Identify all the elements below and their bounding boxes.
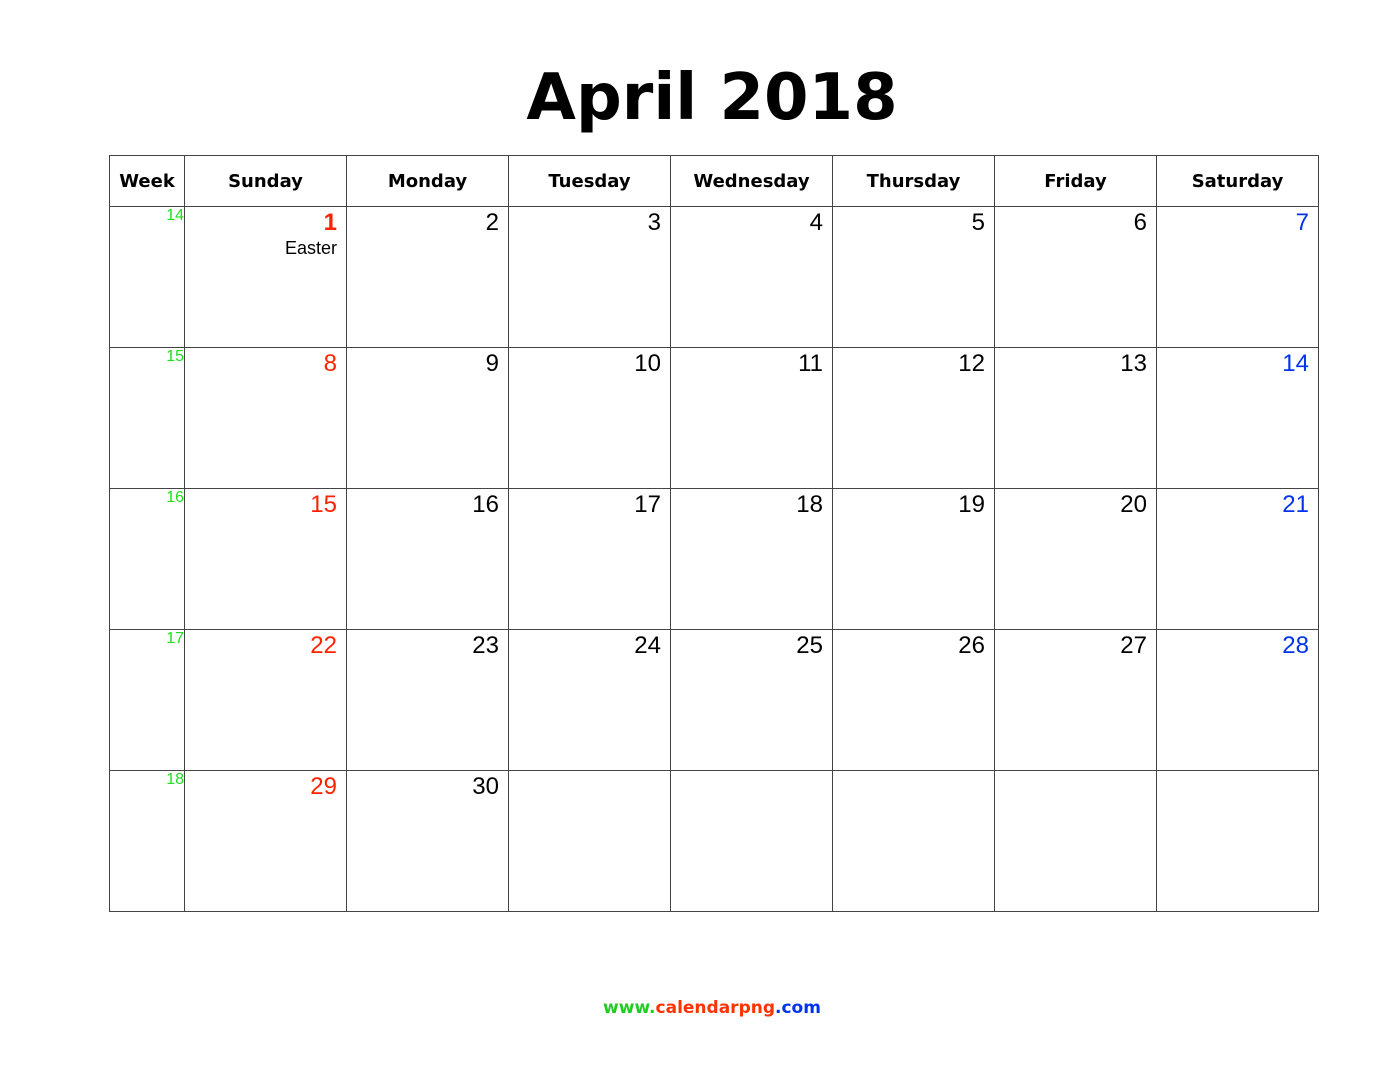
day-cell <box>994 770 1157 912</box>
day-cell: 17 <box>508 488 671 630</box>
day-number: 4 <box>809 209 823 236</box>
day-number: 5 <box>971 209 985 236</box>
day-number: 25 <box>796 632 823 659</box>
day-number <box>995 771 1156 773</box>
week-number: 15 <box>109 347 185 489</box>
footer-tld: .com <box>775 998 821 1018</box>
day-number: 9 <box>485 350 499 377</box>
holiday-label: Easter <box>284 238 337 258</box>
weekday-header-thursday: Thursday <box>832 155 995 207</box>
day-number <box>509 771 670 773</box>
day-cell <box>1156 770 1319 912</box>
day-cell: 13 <box>994 347 1157 489</box>
day-cell: 29 <box>184 770 347 912</box>
day-cell: 18 <box>670 488 833 630</box>
day-number: 7 <box>1295 209 1309 236</box>
day-cell: 23 <box>346 629 509 771</box>
day-cell: 1 Easter <box>184 206 347 348</box>
day-number: 13 <box>1120 350 1147 377</box>
day-cell: 19 <box>832 488 995 630</box>
week-number: 16 <box>109 488 185 630</box>
day-number: 6 <box>1133 209 1147 236</box>
day-number: 14 <box>1282 350 1309 377</box>
day-number <box>1157 771 1318 773</box>
weekday-header-monday: Monday <box>346 155 509 207</box>
weekday-header-wednesday: Wednesday <box>670 155 833 207</box>
day-cell: 7 <box>1156 206 1319 348</box>
day-number: 26 <box>958 632 985 659</box>
day-number: 20 <box>1120 491 1147 518</box>
week-row: 16 15 16 17 18 19 20 21 <box>109 488 1319 630</box>
footer-site-name: calendarpng <box>655 998 776 1018</box>
day-cell: 30 <box>346 770 509 912</box>
day-number: 2 <box>485 209 499 236</box>
day-number: 19 <box>958 491 985 518</box>
day-number: 23 <box>472 632 499 659</box>
week-row: 17 22 23 24 25 26 27 28 <box>109 629 1319 771</box>
day-number <box>671 771 832 773</box>
day-cell: 25 <box>670 629 833 771</box>
day-cell: 3 <box>508 206 671 348</box>
day-number: 11 <box>798 350 823 377</box>
day-cell: 24 <box>508 629 671 771</box>
weekday-header-saturday: Saturday <box>1156 155 1319 207</box>
day-cell: 5 <box>832 206 995 348</box>
day-number: 16 <box>472 491 499 518</box>
week-number: 18 <box>109 770 185 912</box>
calendar-grid: Week Sunday Monday Tuesday Wednesday Thu… <box>109 155 1319 912</box>
website-link[interactable]: www.calendarpng.com <box>0 997 1400 1019</box>
day-number: 3 <box>647 209 661 236</box>
day-cell: 27 <box>994 629 1157 771</box>
day-number: 1 <box>323 209 337 236</box>
week-number: 14 <box>109 206 185 348</box>
day-number: 28 <box>1282 632 1309 659</box>
day-cell <box>670 770 833 912</box>
day-cell: 28 <box>1156 629 1319 771</box>
day-cell: 14 <box>1156 347 1319 489</box>
calendar-title: April 2018 <box>526 61 898 135</box>
day-cell: 22 <box>184 629 347 771</box>
day-number: 8 <box>323 350 337 377</box>
weekday-header-row: Week Sunday Monday Tuesday Wednesday Thu… <box>109 155 1319 207</box>
day-number: 29 <box>310 773 337 800</box>
week-number: 17 <box>109 629 185 771</box>
footer-www: www. <box>603 998 656 1018</box>
day-number: 22 <box>310 632 337 659</box>
day-cell: 11 <box>670 347 833 489</box>
day-cell: 20 <box>994 488 1157 630</box>
day-cell: 15 <box>184 488 347 630</box>
day-number: 15 <box>310 491 337 518</box>
day-cell <box>832 770 995 912</box>
day-cell: 21 <box>1156 488 1319 630</box>
day-cell: 6 <box>994 206 1157 348</box>
weekday-header-sunday: Sunday <box>184 155 347 207</box>
day-cell: 8 <box>184 347 347 489</box>
day-cell: 2 <box>346 206 509 348</box>
day-cell: 10 <box>508 347 671 489</box>
weekday-header-tuesday: Tuesday <box>508 155 671 207</box>
week-column-header: Week <box>109 155 185 207</box>
day-cell: 4 <box>670 206 833 348</box>
day-number: 21 <box>1282 491 1309 518</box>
day-cell: 26 <box>832 629 995 771</box>
day-number <box>833 771 994 773</box>
day-cell: 16 <box>346 488 509 630</box>
weekday-header-friday: Friday <box>994 155 1157 207</box>
day-number: 30 <box>472 773 499 800</box>
week-row: 15 8 9 10 11 12 13 14 <box>109 347 1319 489</box>
week-row: 14 1 Easter 2 3 4 5 6 7 <box>109 206 1319 348</box>
day-number: 18 <box>796 491 823 518</box>
day-number: 17 <box>634 491 661 518</box>
day-number: 12 <box>958 350 985 377</box>
day-number: 27 <box>1120 632 1147 659</box>
day-cell: 9 <box>346 347 509 489</box>
day-number: 10 <box>634 350 661 377</box>
day-cell <box>508 770 671 912</box>
day-number: 24 <box>634 632 661 659</box>
day-cell: 12 <box>832 347 995 489</box>
week-row: 18 29 30 <box>109 770 1319 912</box>
